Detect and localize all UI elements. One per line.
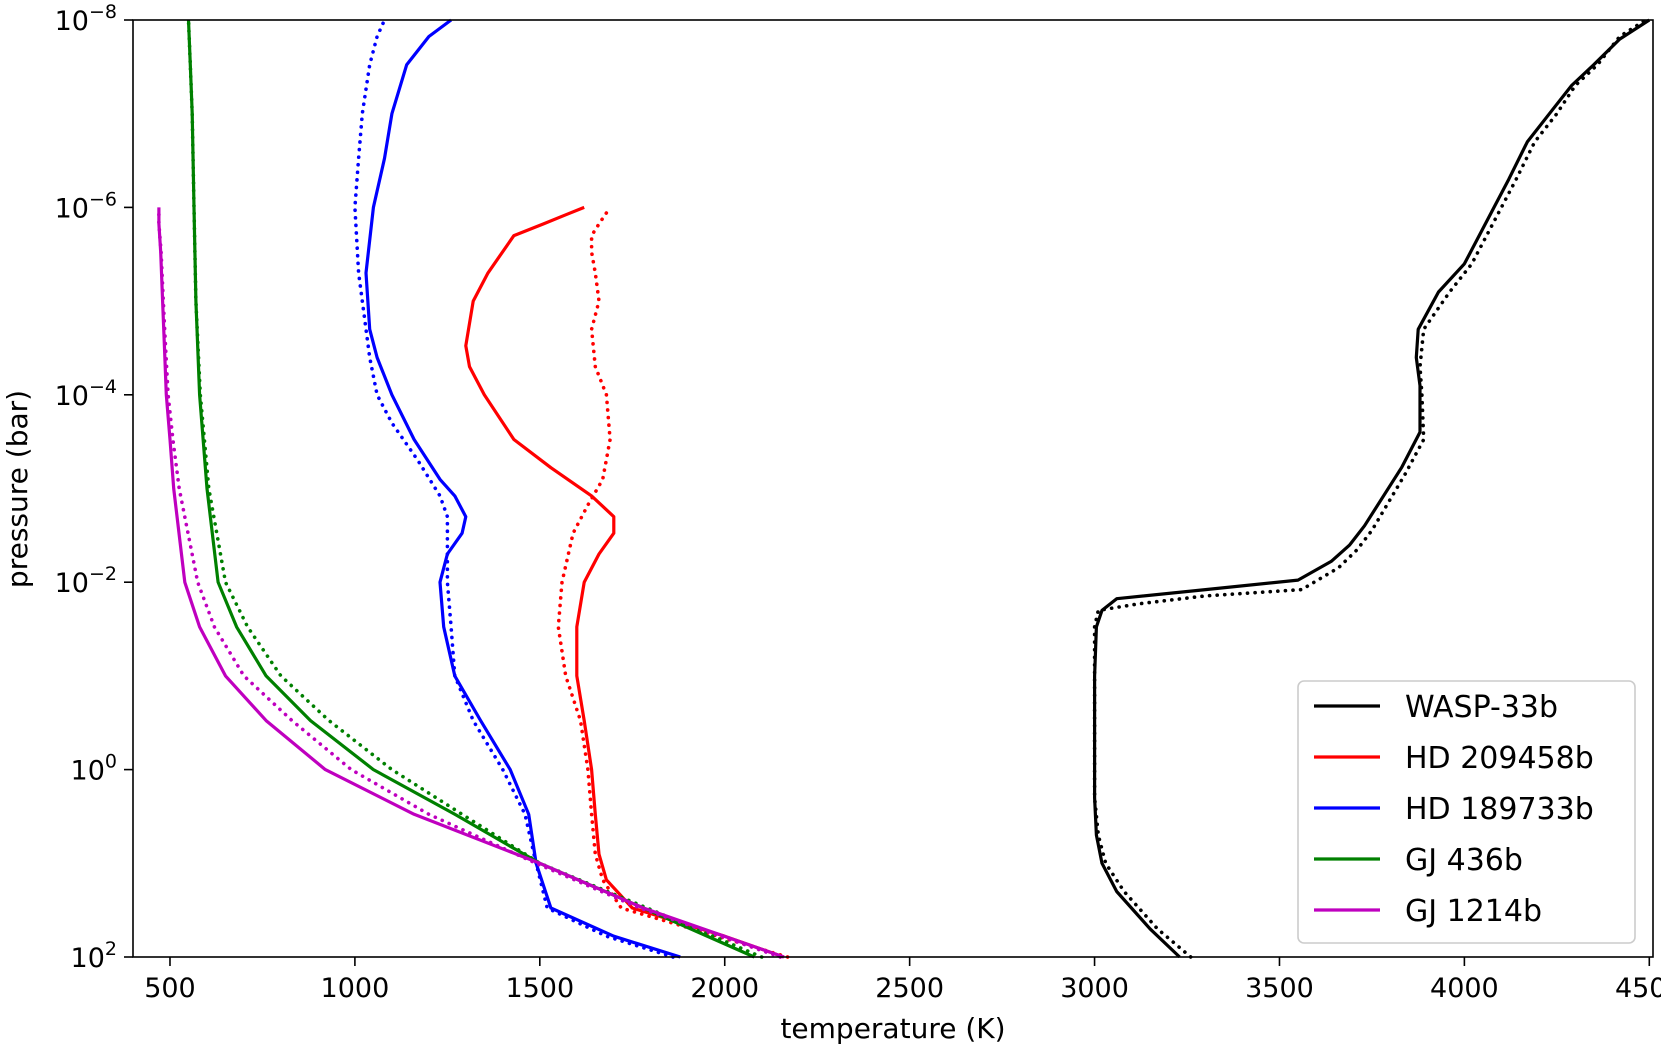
x-tick-label: 500	[144, 973, 196, 1004]
series-line-hd-209458b-dotted	[556, 205, 790, 959]
series-line-gj-1214b-solid	[157, 207, 785, 959]
legend-item-gj-436b: GJ 436b	[1314, 843, 1523, 878]
y-tick-label: 100	[71, 751, 117, 787]
series-line-gj-436b-solid	[186, 19, 755, 959]
x-axis: 500 1000 1500 2000 2500 3000 3500 4000 4500	[144, 957, 1661, 1004]
x-tick-label: 3500	[1245, 973, 1314, 1004]
x-axis-label: temperature (K)	[780, 1012, 1005, 1045]
axes-frame	[132, 19, 1654, 958]
x-tick-label: 3000	[1060, 973, 1129, 1004]
x-tick-label: 2500	[875, 973, 944, 1004]
legend-label: HD 209458b	[1405, 741, 1594, 776]
legend: WASP-33b HD 209458b HD 189733b GJ 436b GJ 12…	[1297, 680, 1636, 944]
x-tick-label: 4000	[1430, 973, 1499, 1004]
legend-item-hd-189733b: HD 189733b	[1314, 792, 1594, 827]
legend-label: GJ 1214b	[1405, 894, 1542, 929]
legend-label: HD 189733b	[1405, 792, 1594, 827]
x-tick-label: 1000	[321, 973, 390, 1004]
series-line-hd-189733b-solid	[364, 18, 681, 959]
series-line-wasp-33b-solid	[1092, 18, 1651, 959]
y-tick-label: 10−4	[55, 376, 117, 412]
y-tick-label: 10−6	[55, 188, 117, 224]
legend-item-gj-1214b: GJ 1214b	[1314, 894, 1542, 929]
legend-label: WASP-33b	[1405, 690, 1558, 725]
series-line-hd-189733b-dotted	[353, 18, 675, 959]
plot-area	[157, 18, 1651, 959]
x-tick-label: 1500	[505, 973, 574, 1004]
legend-label: GJ 436b	[1405, 843, 1523, 878]
series-line-hd-209458b-solid	[464, 205, 785, 959]
y-axis-label: pressure (bar)	[1, 390, 34, 588]
x-tick-label: 4500	[1615, 973, 1661, 1004]
legend-box	[1297, 680, 1636, 944]
y-tick-label: 10−8	[55, 1, 117, 37]
legend-item-wasp-33b: WASP-33b	[1314, 690, 1558, 725]
x-tick-label: 2000	[690, 973, 759, 1004]
y-tick-label: 102	[71, 938, 117, 974]
y-tick-label: 10−2	[55, 563, 117, 599]
y-axis: 10−8 10−6 10−4 10−2 100 102	[55, 1, 133, 974]
legend-item-hd-209458b: HD 209458b	[1314, 741, 1594, 776]
